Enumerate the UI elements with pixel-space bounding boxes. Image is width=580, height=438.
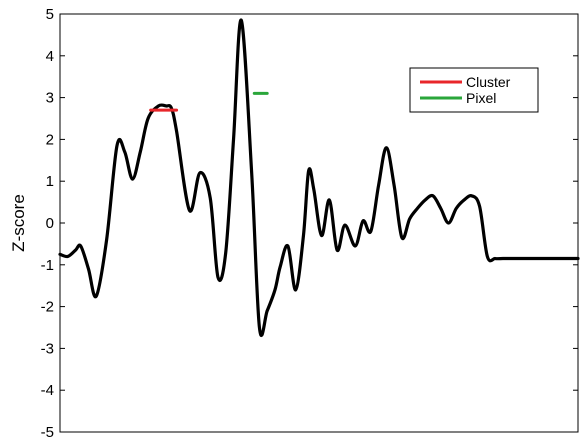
y-tick-label: -3 xyxy=(41,340,54,357)
y-tick-label: 2 xyxy=(46,131,54,148)
legend: Cluster Pixel xyxy=(409,67,539,113)
y-tick-label: 0 xyxy=(46,215,54,232)
legend-label-pixel: Pixel xyxy=(466,90,496,106)
y-tick-label: -5 xyxy=(41,424,54,438)
legend-label-cluster: Cluster xyxy=(466,74,511,90)
zscore-line xyxy=(58,18,580,338)
legend-box xyxy=(409,67,539,113)
y-axis: -5 -4 -3 -2 -1 0 1 2 3 4 5 xyxy=(41,6,578,438)
y-tick-label: -4 xyxy=(41,382,54,399)
y-tick-label: -1 xyxy=(41,257,54,274)
y-axis-title: Z-score xyxy=(9,194,28,252)
series-group xyxy=(58,18,580,338)
y-tick-label: 5 xyxy=(46,6,54,23)
y-tick-label: 4 xyxy=(46,48,54,65)
y-tick-label: -2 xyxy=(41,299,54,316)
y-tick-label: 3 xyxy=(46,90,54,107)
y-tick-label: 1 xyxy=(46,173,54,190)
